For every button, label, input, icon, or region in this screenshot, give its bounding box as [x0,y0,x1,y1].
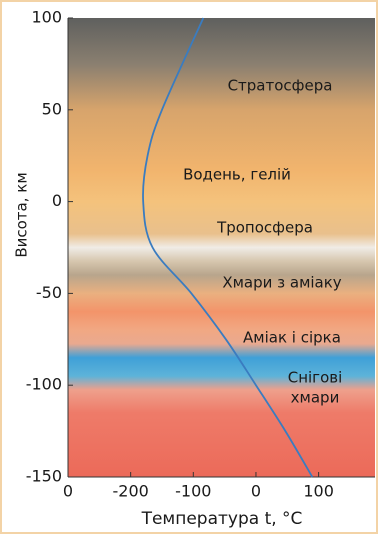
y-axis-label: Висота, км [13,172,31,257]
y-tick-label: -150 [26,467,62,486]
x-axis-label: Температура t, °C [141,509,303,529]
annotation: Водень, гелій [183,166,291,184]
x-tick-label: -100 [175,482,211,501]
x-tick-label: -200 [112,482,148,501]
y-tick-label: -50 [36,283,62,302]
annotation: Аміак і сірка [243,329,341,347]
annotation: Тропосфера [216,219,313,237]
temperature-line [142,17,314,478]
annotation: Стратосфера [228,77,333,95]
annotation: хмари [291,389,340,407]
annotation: Снігові [288,369,343,387]
y-tick-label: 50 [42,99,62,118]
y-tick-label: 100 [31,8,62,27]
y-tick-label: 0 [52,191,62,210]
x-tick-label: 100 [303,482,334,501]
y-tick-label: -100 [26,375,62,394]
x-tick-label: 0 [251,482,261,501]
plot-background [68,18,375,477]
annotation: Хмари з аміаку [222,274,341,292]
x-tick-label: 0 [63,482,73,501]
